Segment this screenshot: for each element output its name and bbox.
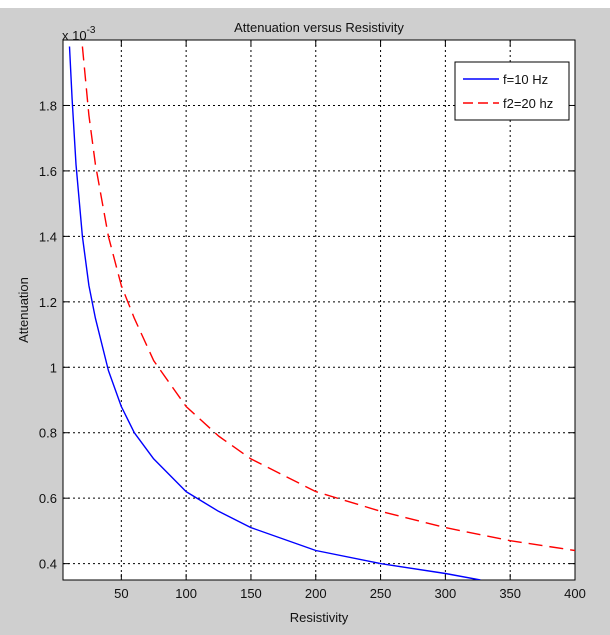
x-tick-label: 300 — [435, 586, 457, 601]
x-tick-label: 50 — [114, 586, 128, 601]
legend: f=10 Hz f2=20 hz — [454, 61, 570, 121]
y-exponent-power: -3 — [87, 25, 96, 36]
y-tick-label: 0.6 — [39, 491, 57, 506]
y-tick-label: 0.8 — [39, 426, 57, 441]
x-tick-label: 250 — [370, 586, 392, 601]
plot-area — [62, 39, 576, 581]
top-margin-strip — [0, 0, 610, 8]
y-tick-label: 0.4 — [39, 557, 57, 572]
y-tick-label: 1.2 — [39, 295, 57, 310]
chart-title: Attenuation versus Resistivity — [234, 20, 404, 35]
y-tick-label: 1.8 — [39, 98, 57, 113]
x-tick-label: 150 — [240, 586, 262, 601]
data-series — [68, 46, 575, 580]
axis-ticks: 50 100 150 200 250 300 350 400 0.4 0.6 0.8 1 1.2 1.4 1… — [39, 40, 586, 601]
x-tick-label: 200 — [305, 586, 327, 601]
series-line-2 — [81, 46, 575, 552]
y-exponent-base: x 10 — [62, 28, 87, 43]
series-line-1 — [68, 46, 481, 580]
x-tick-label: 350 — [499, 586, 521, 601]
legend-entry-series-1: f=10 Hz — [503, 72, 548, 87]
grid-lines — [63, 40, 575, 580]
y-axis-label: Attenuation — [16, 277, 31, 343]
y-exponent-label: x 10-3 — [62, 25, 96, 43]
x-tick-label: 100 — [175, 586, 197, 601]
y-tick-label: 1.6 — [39, 164, 57, 179]
legend-box — [454, 61, 570, 121]
x-axis-label: Resistivity — [290, 610, 349, 625]
x-tick-label: 400 — [564, 586, 586, 601]
y-tick-label: 1.4 — [39, 229, 57, 244]
y-tick-label: 1 — [50, 360, 57, 375]
legend-entry-series-2: f2=20 hz — [503, 96, 553, 111]
